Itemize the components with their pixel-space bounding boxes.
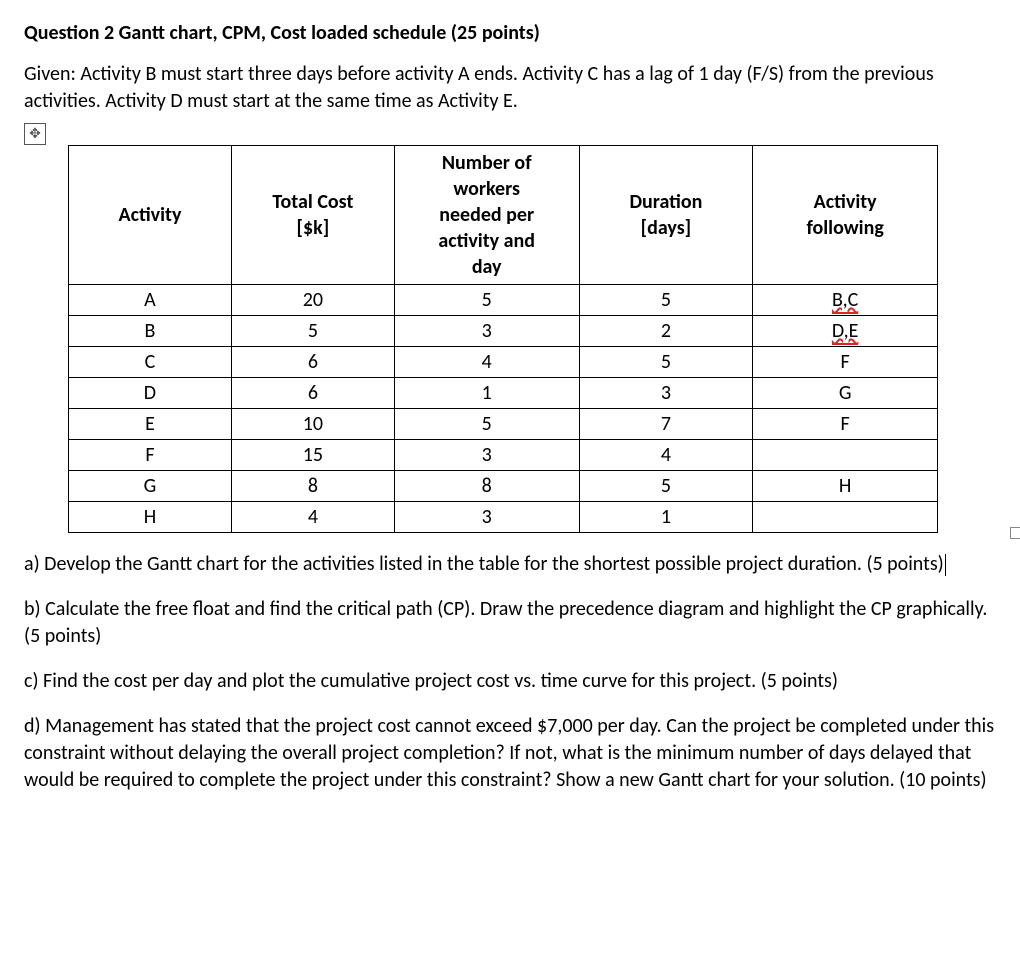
cell-duration: 1 <box>579 502 753 533</box>
col-following: Activity following <box>753 146 938 285</box>
col-following-l1: Activity <box>814 190 877 214</box>
cell-duration: 5 <box>579 347 753 378</box>
cell-cost: 10 <box>231 409 394 440</box>
part-a-text: a) Develop the Gantt chart for the activ… <box>24 552 944 576</box>
col-following-l2: following <box>806 216 883 240</box>
col-workers-l3: needed per <box>439 203 534 227</box>
activity-table-wrap: Activity Total Cost [$k] Number of worke… <box>68 145 996 533</box>
activity-table-body: A2055B,CB532D,EC645FD613GE1057FF1534G885… <box>69 285 938 533</box>
cell-activity: A <box>69 285 232 316</box>
cell-cost: 8 <box>231 471 394 502</box>
cell-following: H <box>753 471 938 502</box>
cell-following: G <box>753 378 938 409</box>
cell-following <box>753 502 938 533</box>
cell-activity: D <box>69 378 232 409</box>
cell-workers: 4 <box>394 347 579 378</box>
part-a: a) Develop the Gantt chart for the activ… <box>24 551 996 578</box>
col-workers-l1: Number of <box>442 151 532 175</box>
cell-activity: E <box>69 409 232 440</box>
cell-duration: 4 <box>579 440 753 471</box>
cell-workers: 3 <box>394 440 579 471</box>
col-workers: Number of workers needed per activity an… <box>394 146 579 285</box>
part-b: b) Calculate the free float and find the… <box>24 596 996 650</box>
cell-cost: 5 <box>231 316 394 347</box>
table-row: G885H <box>69 471 938 502</box>
table-row: A2055B,C <box>69 285 938 316</box>
cell-activity: H <box>69 502 232 533</box>
col-workers-l2: workers <box>453 177 520 201</box>
table-row: F1534 <box>69 440 938 471</box>
question-title: Question 2 Gantt chart, CPM, Cost loaded… <box>24 20 996 47</box>
cell-duration: 3 <box>579 378 753 409</box>
table-row: D613G <box>69 378 938 409</box>
col-total-cost: Total Cost [$k] <box>231 146 394 285</box>
cell-following: F <box>753 347 938 378</box>
cell-cost: 15 <box>231 440 394 471</box>
col-workers-l5: day <box>472 255 502 279</box>
table-header-row: Activity Total Cost [$k] Number of worke… <box>69 146 938 285</box>
cell-activity: C <box>69 347 232 378</box>
cell-duration: 5 <box>579 285 753 316</box>
cell-following: F <box>753 409 938 440</box>
table-row: C645F <box>69 347 938 378</box>
table-resize-handle-icon[interactable] <box>1010 527 1020 539</box>
cell-duration: 5 <box>579 471 753 502</box>
given-text: Given: Activity B must start three days … <box>24 61 996 115</box>
cell-cost: 6 <box>231 347 394 378</box>
cell-following: D,E <box>753 316 938 347</box>
cell-activity: G <box>69 471 232 502</box>
cell-activity: F <box>69 440 232 471</box>
text-cursor-icon <box>945 554 946 576</box>
cell-cost: 4 <box>231 502 394 533</box>
table-move-icon[interactable]: ✥ <box>24 123 46 145</box>
cell-cost: 6 <box>231 378 394 409</box>
col-duration-l2: [days] <box>641 216 692 240</box>
activity-table: Activity Total Cost [$k] Number of worke… <box>68 145 938 533</box>
part-d: d) Management has stated that the projec… <box>24 713 996 794</box>
cell-following <box>753 440 938 471</box>
cell-workers: 5 <box>394 409 579 440</box>
cell-workers: 3 <box>394 316 579 347</box>
table-row: B532 D,E <box>69 316 938 347</box>
part-c: c) Find the cost per day and plot the cu… <box>24 668 996 695</box>
col-total-cost-l2: [$k] <box>297 216 330 240</box>
spellcheck-squiggly: D,E <box>832 319 859 345</box>
col-duration: Duration [days] <box>579 146 753 285</box>
spellcheck-squiggly: B,C <box>832 288 858 314</box>
cell-workers: 3 <box>394 502 579 533</box>
col-activity: Activity <box>69 146 232 285</box>
table-row: E1057F <box>69 409 938 440</box>
col-workers-l4: activity and <box>438 229 535 253</box>
col-duration-l1: Duration <box>629 190 702 214</box>
cell-duration: 7 <box>579 409 753 440</box>
cell-cost: 20 <box>231 285 394 316</box>
cell-duration: 2 <box>579 316 753 347</box>
cell-following: B,C <box>753 285 938 316</box>
col-total-cost-l1: Total Cost <box>272 190 353 214</box>
cell-workers: 5 <box>394 285 579 316</box>
cell-workers: 1 <box>394 378 579 409</box>
cell-workers: 8 <box>394 471 579 502</box>
cell-activity: B <box>69 316 232 347</box>
table-row: H431 <box>69 502 938 533</box>
